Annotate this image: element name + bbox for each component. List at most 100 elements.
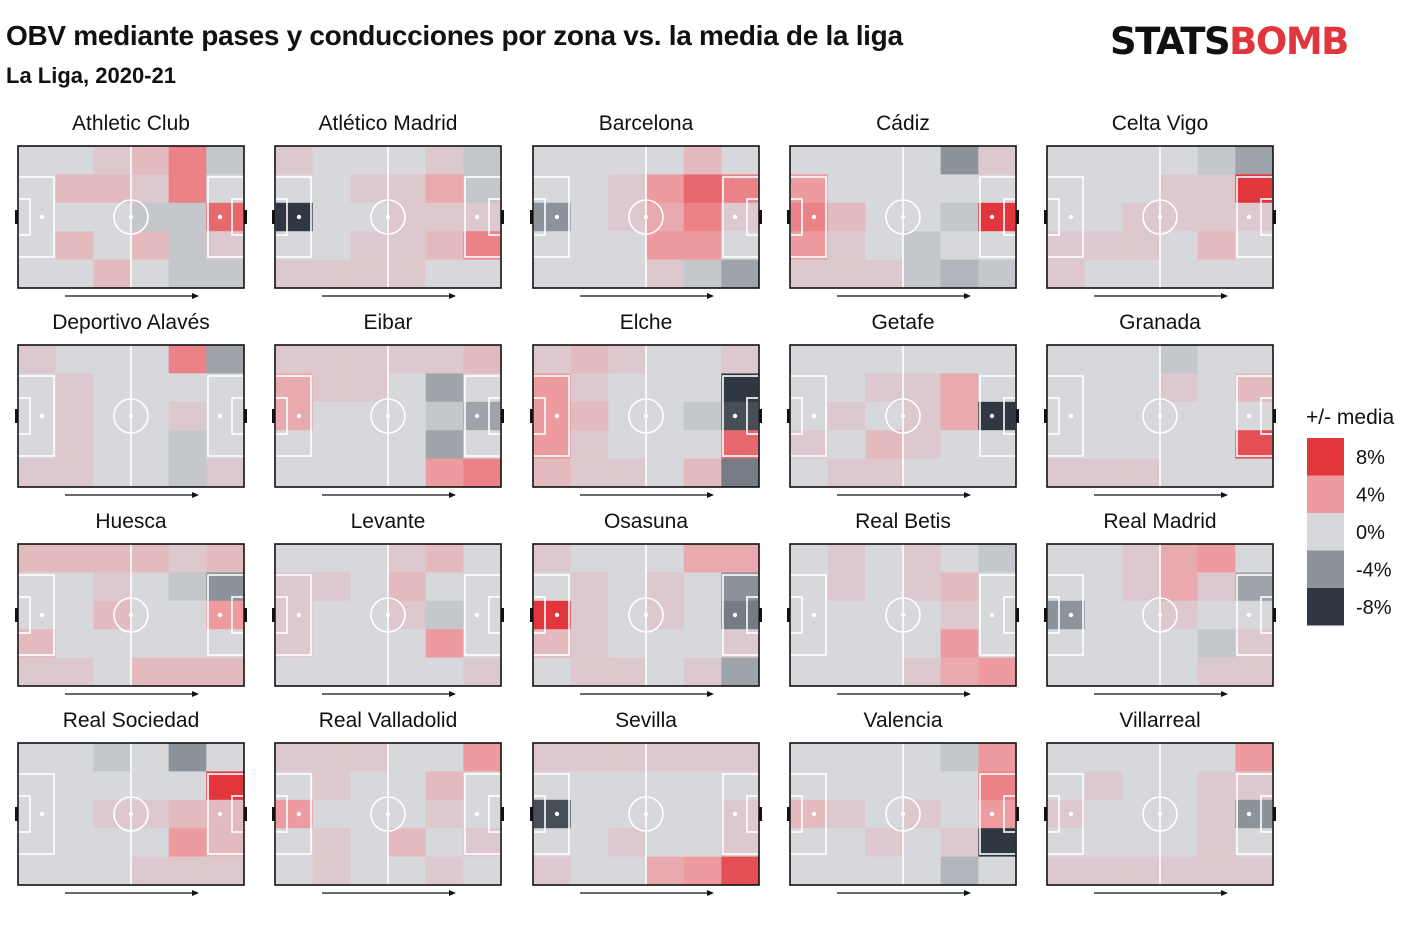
heatmap-cell: [1084, 856, 1123, 886]
heatmap-cell: [350, 345, 389, 374]
heatmap-cell: [168, 572, 207, 602]
heatmap-cell: [533, 657, 572, 687]
heatmap-cell: [940, 345, 979, 374]
heatmap-cell: [18, 629, 57, 659]
heatmap-cell: [275, 657, 314, 687]
heatmap-cell: [865, 600, 904, 630]
goal-left: [15, 409, 18, 423]
goal-right: [759, 409, 762, 423]
team-name: Valencia: [864, 709, 943, 732]
heatmap-cell: [388, 544, 427, 573]
heatmap-cell: [312, 544, 351, 573]
heatmap-cell: [533, 146, 572, 175]
pitch-panel: Granada: [1044, 311, 1276, 498]
heatmap-cell: [533, 259, 572, 289]
heatmap-cell: [978, 544, 1017, 573]
legend-swatch: [1307, 513, 1344, 551]
heatmap-cell: [533, 401, 572, 431]
heatmap-cell: [940, 799, 979, 829]
heatmap-cell: [425, 657, 464, 687]
pitch-panel: Getafe: [787, 311, 1019, 498]
heatmap-cell: [463, 401, 502, 431]
heatmap-cell: [827, 544, 866, 573]
heatmap-cell: [646, 743, 685, 772]
heatmap-cell: [978, 345, 1017, 374]
heatmap-cell: [93, 202, 132, 232]
penalty-spot-right: [474, 214, 480, 220]
heatmap-cell: [865, 174, 904, 204]
pitch-panel: Athletic Club: [15, 112, 247, 299]
heatmap-cell: [18, 231, 57, 261]
heatmap-cell: [683, 771, 722, 801]
heatmap-cell: [570, 174, 609, 204]
heatmap-cell: [350, 231, 389, 261]
centre-spot: [643, 413, 649, 419]
penalty-spot-left: [1068, 811, 1074, 817]
heatmap-cell: [388, 345, 427, 374]
heatmap-cell: [1160, 259, 1199, 289]
heatmap-cell: [18, 345, 57, 374]
centre-circle: [1142, 398, 1178, 434]
heatmap-cell: [1047, 259, 1086, 289]
heatmap-cell: [721, 856, 760, 886]
centre-spot: [385, 214, 391, 220]
heatmap-cell: [55, 174, 94, 204]
heatmap-cell: [1197, 828, 1236, 858]
heatmap-cell: [608, 231, 647, 261]
heatmap-cell: [978, 458, 1017, 488]
team-name: Sevilla: [615, 709, 677, 732]
heatmap-cell: [790, 202, 829, 232]
heatmap-cell: [425, 629, 464, 659]
heatmap-cell: [683, 174, 722, 204]
heatmap-cell: [790, 799, 829, 829]
heatmap-cell: [93, 146, 132, 175]
heatmap-cell: [827, 657, 866, 687]
heatmap-cell: [608, 345, 647, 374]
heatmap-cell: [1047, 401, 1086, 431]
heatmap-cell: [206, 828, 245, 858]
heatmap-cell: [388, 458, 427, 488]
goal-right: [1016, 210, 1019, 224]
heatmap-cell: [388, 430, 427, 460]
heatmap-cell: [570, 430, 609, 460]
pitch-panel: Atlético Madrid: [272, 112, 504, 299]
heatmap-cell: [1084, 572, 1123, 602]
heatmap-cell: [463, 430, 502, 460]
heatmap-cell: [206, 629, 245, 659]
heatmap-cell: [683, 458, 722, 488]
goal-left: [787, 210, 790, 224]
heatmap-cell: [940, 856, 979, 886]
heatmap-cell: [865, 202, 904, 232]
heatmap-cell: [721, 231, 760, 261]
heatmap-cell: [1160, 856, 1199, 886]
heatmap-cell: [1084, 458, 1123, 488]
goal-right: [1273, 608, 1276, 622]
heatmap-cell: [55, 259, 94, 289]
heatmap-cell: [570, 345, 609, 374]
goal-left: [787, 608, 790, 622]
heatmap-cell: [1084, 771, 1123, 801]
heatmap-cell: [646, 657, 685, 687]
heatmap-cell: [683, 629, 722, 659]
direction-arrowhead: [449, 293, 456, 299]
heatmap-cell: [18, 458, 57, 488]
centre-circle: [628, 796, 664, 832]
goal-right: [501, 210, 504, 224]
penalty-spot-left: [811, 413, 817, 419]
heatmap-cell: [790, 657, 829, 687]
centre-circle: [113, 597, 149, 633]
heatmap-cell: [1235, 345, 1274, 374]
penalty-spot-left: [39, 413, 45, 419]
heatmap-cell: [827, 174, 866, 204]
heatmap-cell: [721, 629, 760, 659]
penalty-spot-right: [1246, 811, 1252, 817]
penalty-spot-right: [217, 811, 223, 817]
heatmap-cell: [978, 401, 1017, 431]
heatmap-cell: [827, 799, 866, 829]
heatmap-cell: [131, 345, 170, 374]
penalty-spot-left: [811, 214, 817, 220]
heatmap-cell: [275, 828, 314, 858]
heatmap-cell: [168, 629, 207, 659]
penalty-spot-left: [1068, 413, 1074, 419]
